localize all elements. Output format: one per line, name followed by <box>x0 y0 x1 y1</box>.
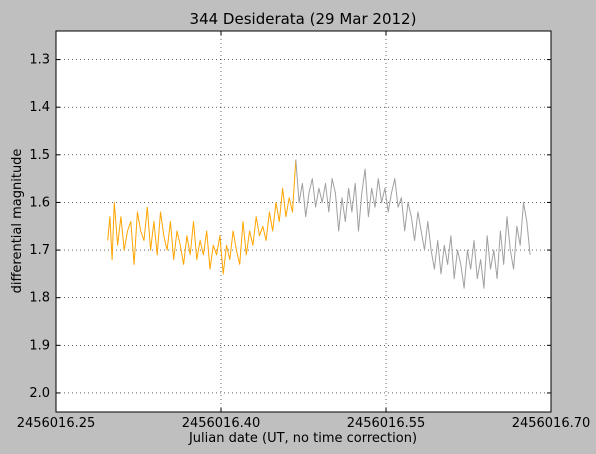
x-tick-label: 2456016.70 <box>512 416 591 431</box>
series-line-orange <box>107 159 297 275</box>
plot-frame <box>55 30 552 413</box>
y-tick-label: 1.3 <box>29 53 50 68</box>
series-line-gray <box>295 159 531 289</box>
y-tick-label: 1.9 <box>29 338 50 353</box>
y-tick-label: 1.4 <box>29 100 50 115</box>
y-axis-label: differential magnitude <box>10 149 25 294</box>
y-tick-label: 1.5 <box>29 148 50 163</box>
y-tick-label: 1.7 <box>29 243 50 258</box>
chart-title: 344 Desiderata (29 Mar 2012) <box>190 10 417 28</box>
y-tick-label: 2.0 <box>29 386 50 401</box>
x-axis-label: Julian date (UT, no time correction) <box>188 431 417 446</box>
ticks: 2456016.25 2456016.40 2456016.55 2456016.70… <box>17 31 591 431</box>
series-layer <box>107 159 531 289</box>
x-tick-label: 2456016.25 <box>17 416 96 431</box>
x-tick-label: 2456016.55 <box>347 416 426 431</box>
x-tick-label: 2456016.40 <box>182 416 261 431</box>
grid <box>56 31 551 412</box>
y-tick-label: 1.8 <box>29 291 50 306</box>
plot-area <box>56 31 551 412</box>
y-tick-label: 1.6 <box>29 195 50 210</box>
